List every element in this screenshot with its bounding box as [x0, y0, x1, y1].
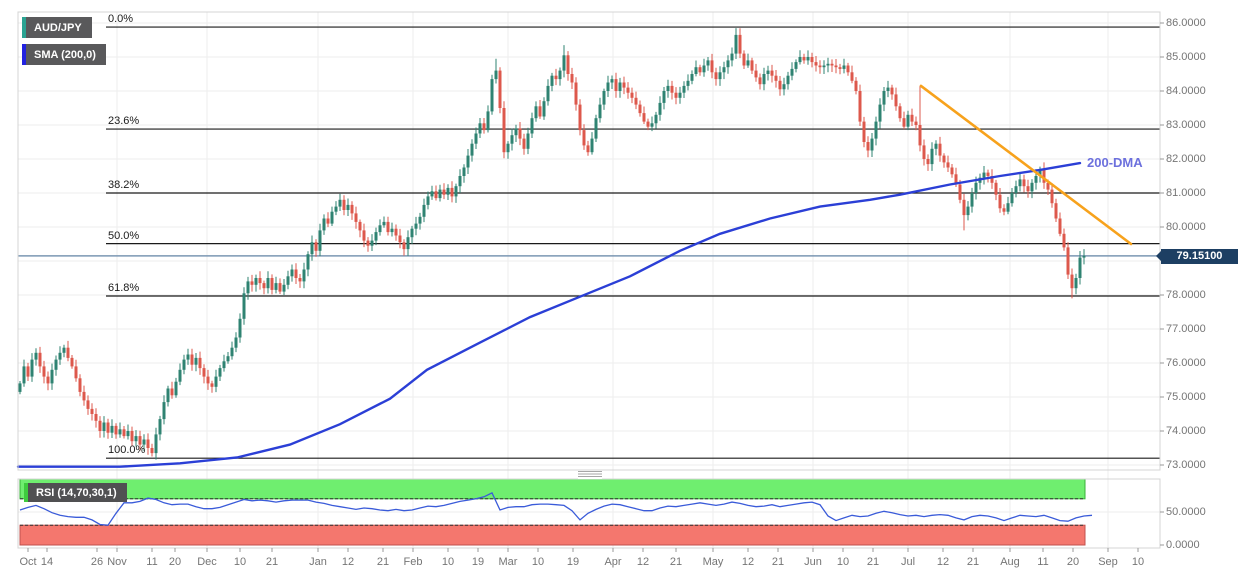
date-axis-tick: 12: [341, 556, 355, 568]
date-axis-tick: 21: [966, 556, 980, 568]
date-axis-tick: 12: [936, 556, 950, 568]
date-axis-tick: 19: [471, 556, 485, 568]
rsi-axis-tick: 0.0000: [1166, 539, 1200, 551]
date-axis-tick: 10: [531, 556, 545, 568]
date-axis-tick: May: [702, 556, 724, 568]
price-axis-tick: 74.0000: [1166, 425, 1206, 437]
price-axis-tick: 80.0000: [1166, 221, 1206, 233]
price-axis-tick: 85.0000: [1166, 51, 1206, 63]
symbol-label: AUD/JPY: [34, 21, 82, 34]
date-axis-tick: 21: [669, 556, 683, 568]
date-axis-tick: 20: [168, 556, 182, 568]
fib-level-label: 23.6%: [108, 115, 140, 128]
sma-accent-bar: [22, 44, 26, 65]
date-axis-tick: Jul: [900, 556, 916, 568]
price-axis-tick: 82.0000: [1166, 153, 1206, 165]
price-axis-tick: 78.0000: [1166, 289, 1206, 301]
date-axis-tick: 11: [146, 556, 158, 568]
fib-level-label: 0.0%: [108, 13, 134, 26]
price-axis-tick: 76.0000: [1166, 357, 1206, 369]
sma-label: SMA (200,0): [34, 48, 96, 61]
date-axis-tick: Apr: [604, 556, 622, 568]
date-axis-tick: Mar: [498, 556, 518, 568]
date-axis-tick: 11: [1037, 556, 1049, 568]
price-axis-tick: 86.0000: [1166, 17, 1206, 29]
fib-level-label: 38.2%: [108, 179, 140, 191]
fib-level-label: 61.8%: [108, 282, 140, 295]
date-axis-tick: 19: [566, 556, 580, 568]
date-axis-tick: Oct: [19, 556, 37, 568]
date-axis-tick: 21: [376, 556, 390, 568]
date-axis-tick: 12: [741, 556, 755, 568]
date-axis-tick: 26: [90, 556, 104, 568]
date-axis-tick: 20: [1066, 556, 1080, 568]
current-price-badge: 79.15100: [1156, 249, 1238, 264]
date-axis-tick: 10: [836, 556, 850, 568]
symbol-accent-bar: [22, 17, 26, 38]
sma-legend: SMA (200,0): [22, 44, 106, 65]
price-axis-tick: 77.0000: [1166, 323, 1206, 335]
rsi-axis-tick: 50.0000: [1166, 506, 1206, 518]
price-axis-tick: 73.0000: [1166, 459, 1206, 471]
date-axis-tick: Sep: [1098, 556, 1118, 568]
symbol-legend: AUD/JPY: [22, 17, 92, 38]
date-axis-tick: 12: [636, 556, 650, 568]
date-axis-tick: Feb: [403, 556, 423, 568]
date-axis-tick: Dec: [197, 556, 217, 568]
date-axis-tick: 14: [40, 556, 54, 568]
rsi-legend: RSI (14,70,30,1): [24, 483, 127, 502]
price-axis-tick: 83.0000: [1166, 119, 1206, 131]
panel-divider-grip[interactable]: [578, 471, 602, 479]
date-axis-tick: Jun: [804, 556, 822, 568]
dma-annotation: 200-DMA: [1087, 155, 1143, 170]
fib-level-label: 100.0%: [108, 444, 146, 457]
fib-level-label: 50.0%: [108, 229, 140, 242]
price-axis-tick: 81.0000: [1166, 187, 1206, 199]
date-axis-tick: 10: [233, 556, 247, 568]
date-axis-tick: 21: [771, 556, 785, 568]
date-axis-tick: 21: [866, 556, 880, 568]
price-axis-tick: 75.0000: [1166, 391, 1206, 403]
date-axis-tick: 10: [441, 556, 455, 568]
rsi-accent-bar: [24, 483, 28, 502]
date-axis-tick: Aug: [1000, 556, 1020, 568]
rsi-label: RSI (14,70,30,1): [36, 486, 117, 499]
price-axis-tick: 84.0000: [1166, 85, 1206, 97]
date-axis-tick: 10: [1131, 556, 1145, 568]
date-axis-tick: 21: [265, 556, 279, 568]
date-axis-tick: Jan: [309, 556, 327, 568]
date-axis-tick: Nov: [107, 556, 127, 568]
